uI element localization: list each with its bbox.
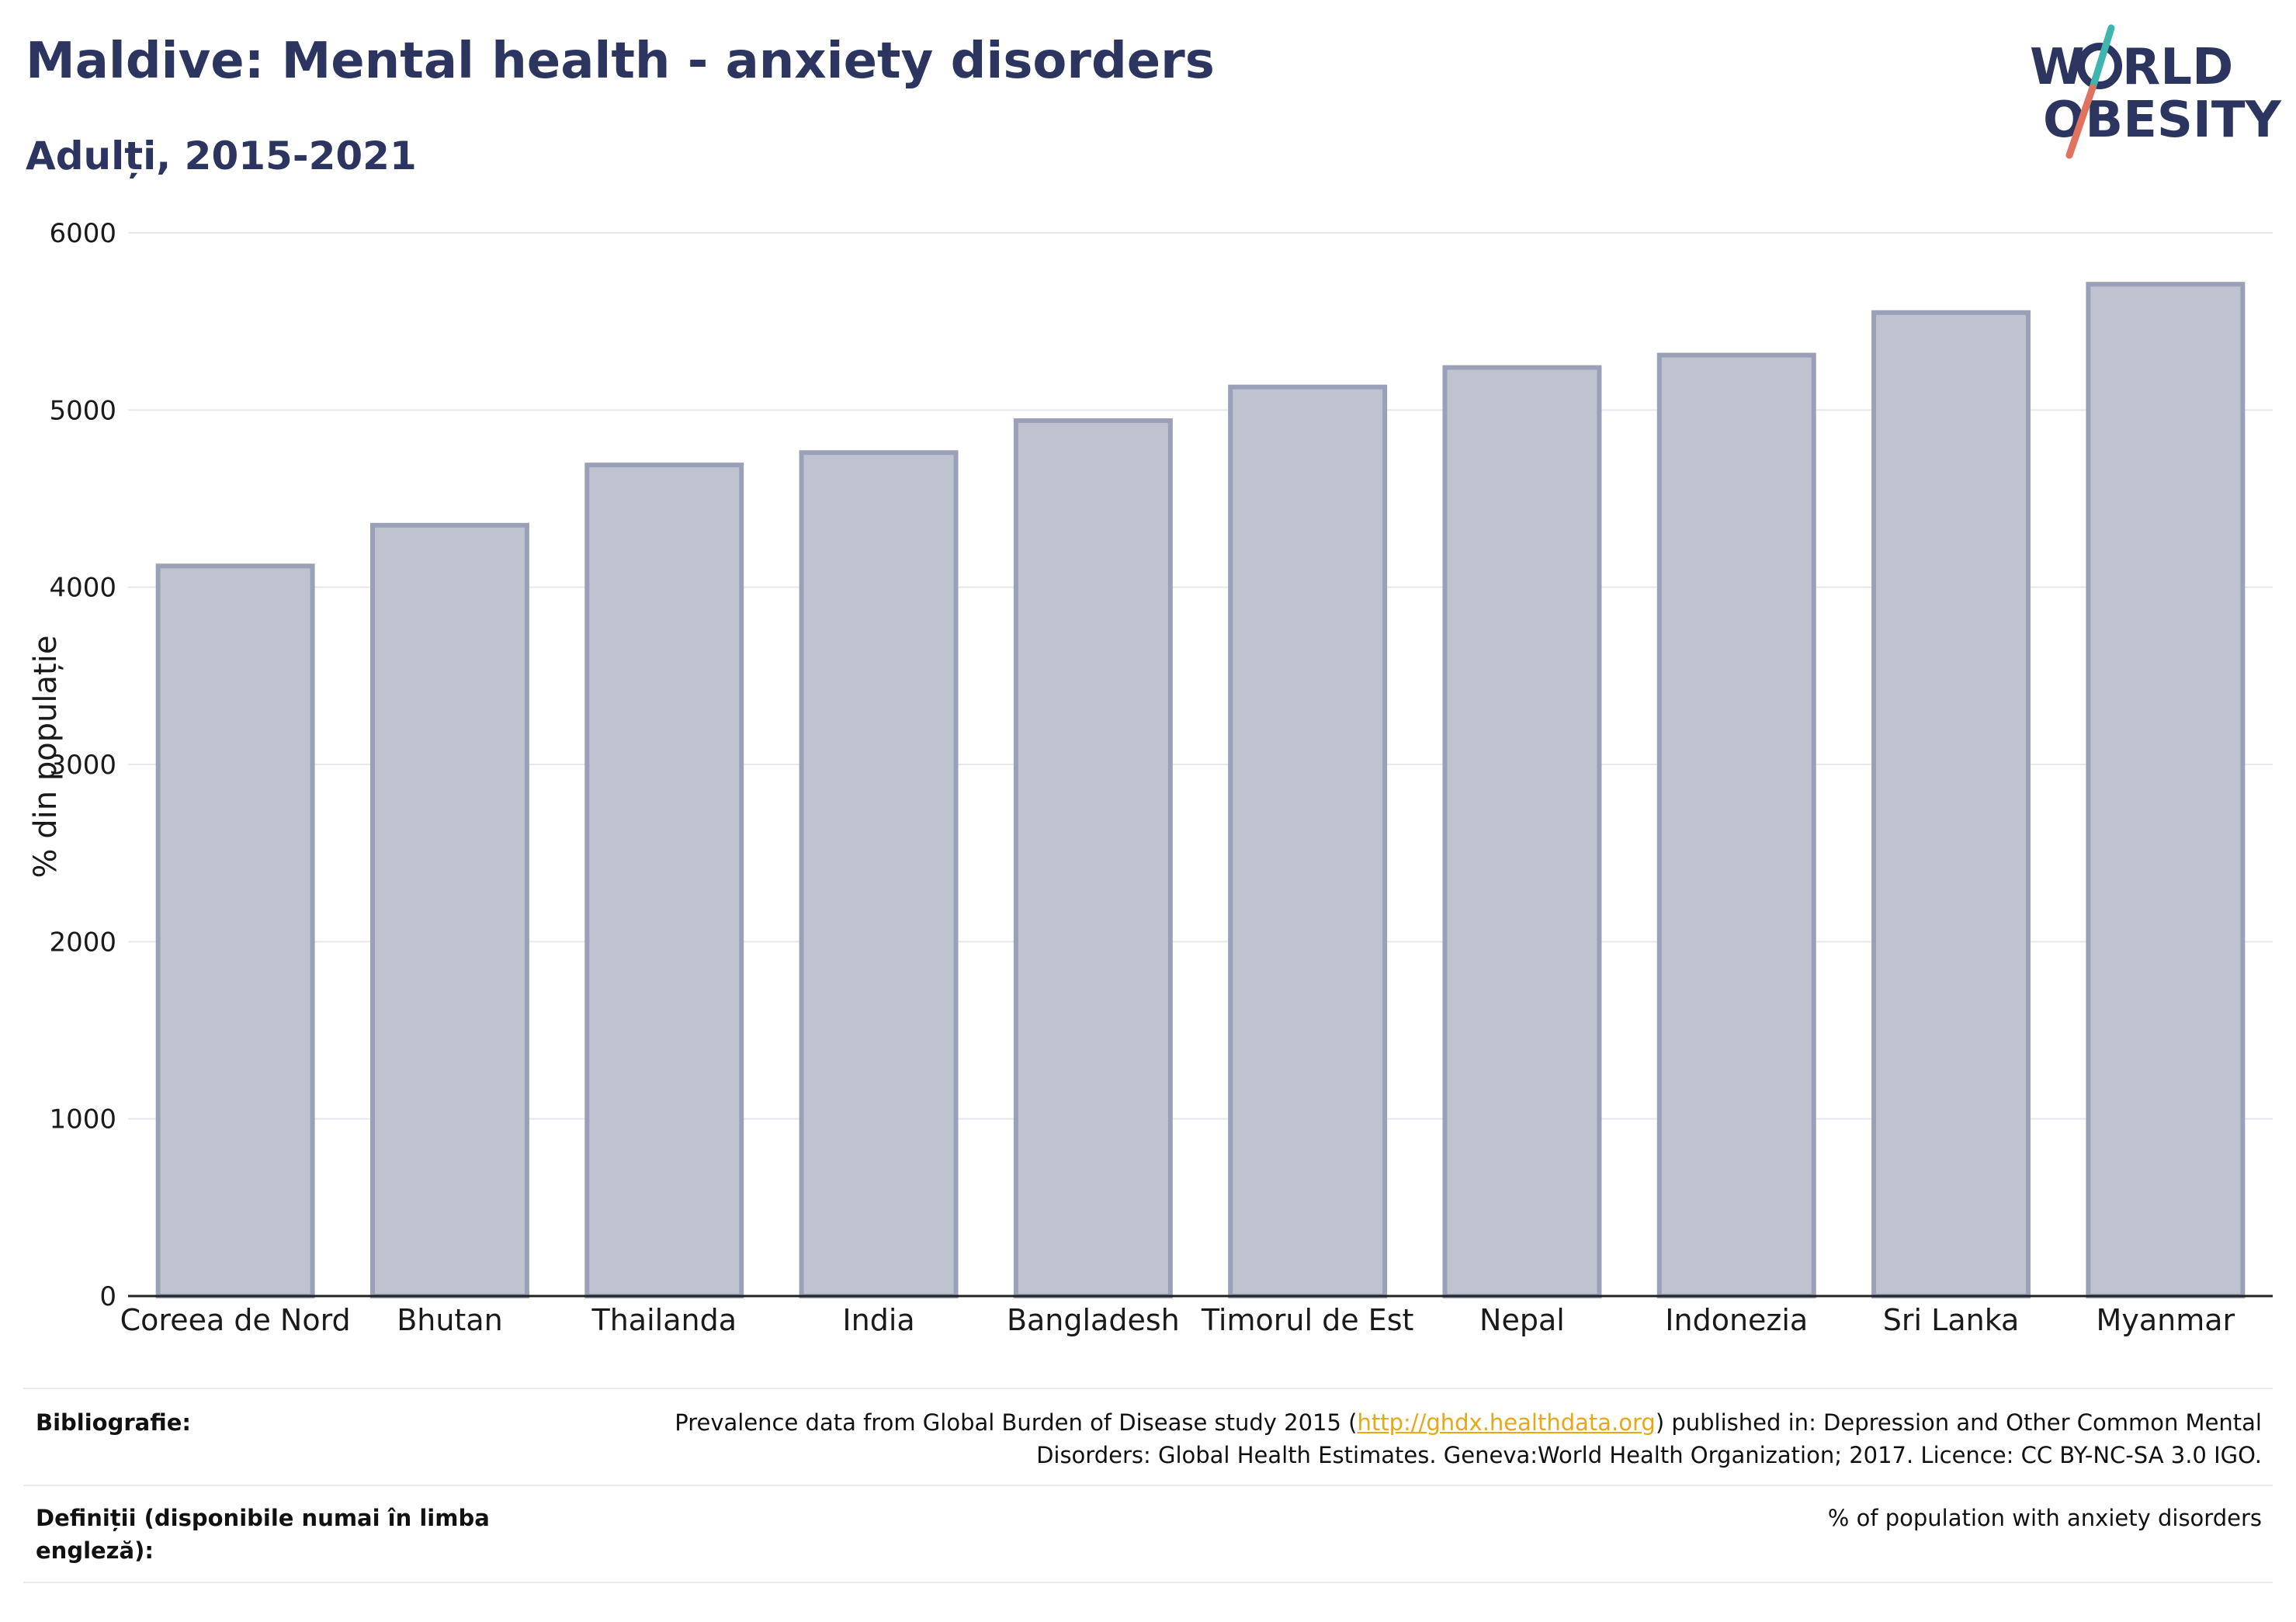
logo-slash-bottom-icon xyxy=(2065,84,2097,159)
definitions-label: Definiții (disponibile numai în limba en… xyxy=(36,1505,490,1564)
bibliography-link[interactable]: http://ghdx.healthdata.org xyxy=(1357,1409,1656,1436)
x-axis-labels: Coreea de Nord Bhutan Thailanda India Bangla… xyxy=(120,1303,2235,1337)
chart-subtitle: Adulți, 2015-2021 xyxy=(26,133,417,178)
x-tick-label: India xyxy=(842,1303,914,1337)
bar[interactable] xyxy=(799,450,959,1299)
footer-top-divider xyxy=(23,1388,2273,1389)
bar[interactable] xyxy=(1871,310,2031,1298)
bar[interactable] xyxy=(584,463,744,1298)
chart-title: Maldive: Mental health - anxiety disorde… xyxy=(26,33,1215,90)
y-tick-label: 6000 xyxy=(49,218,116,249)
bar[interactable] xyxy=(1013,418,1173,1298)
bar[interactable] xyxy=(155,563,315,1298)
bar[interactable] xyxy=(369,522,529,1298)
bibliography-text-end: ) published in: Depression and Other Com… xyxy=(1036,1409,2262,1468)
y-tick-label: 4000 xyxy=(49,573,116,604)
y-tick-label: 0 xyxy=(99,1281,116,1312)
y-tick-label: 5000 xyxy=(49,395,116,426)
logo-world-w: W xyxy=(2030,39,2085,96)
x-tick-label: Thailanda xyxy=(591,1303,737,1337)
y-tick-label: 1000 xyxy=(49,1104,116,1135)
x-tick-label: Sri Lanka xyxy=(1883,1303,2020,1337)
x-tick-label: Nepal xyxy=(1479,1303,1565,1337)
bibliography-text-start: Prevalence data from Global Burden of Di… xyxy=(675,1409,1358,1436)
x-tick-label: Myanmar xyxy=(2097,1303,2235,1337)
footer-middle-divider xyxy=(23,1485,2273,1486)
x-tick-label: Timorul de Est xyxy=(1201,1303,1414,1337)
y-axis-title: % din populație xyxy=(28,636,64,879)
y-tick-label: 3000 xyxy=(49,750,116,781)
bars xyxy=(155,282,2246,1299)
x-tick-label: Indonezia xyxy=(1665,1303,1808,1337)
bibliography-row: Bibliografie: Prevalence data from Globa… xyxy=(23,1388,2273,1485)
footer-bottom-divider xyxy=(23,1582,2273,1583)
y-tick-label: 2000 xyxy=(49,927,116,958)
bar[interactable] xyxy=(2086,282,2246,1298)
bar-chart: 0 1000 2000 3000 4000 5000 6000 Coreea de Nord… xyxy=(28,218,2273,1337)
bibliography-text: Prevalence data from Global Burden of Di… xyxy=(593,1406,2262,1471)
x-tick-label: Bhutan xyxy=(397,1303,503,1337)
bar[interactable] xyxy=(1228,384,1388,1298)
definitions-row: Definiții (disponibile numai în limba en… xyxy=(23,1485,2273,1582)
bar[interactable] xyxy=(1656,352,1816,1298)
x-tick-label: Bangladesh xyxy=(1007,1303,1180,1337)
world-obesity-logo[interactable]: W RLD OBESITY xyxy=(2018,22,2282,169)
y-axis-ticks: 0 1000 2000 3000 4000 5000 6000 xyxy=(49,218,116,1312)
logo-world-rest: RLD xyxy=(2122,39,2233,96)
logo-slash-top-icon xyxy=(2089,24,2115,92)
definitions-text: % of population with anxiety disorders xyxy=(1827,1505,2262,1531)
logo-world-o xyxy=(2077,43,2122,89)
x-tick-label: Coreea de Nord xyxy=(120,1303,351,1337)
bar[interactable] xyxy=(1442,365,1602,1298)
bibliography-label: Bibliografie: xyxy=(36,1409,191,1436)
